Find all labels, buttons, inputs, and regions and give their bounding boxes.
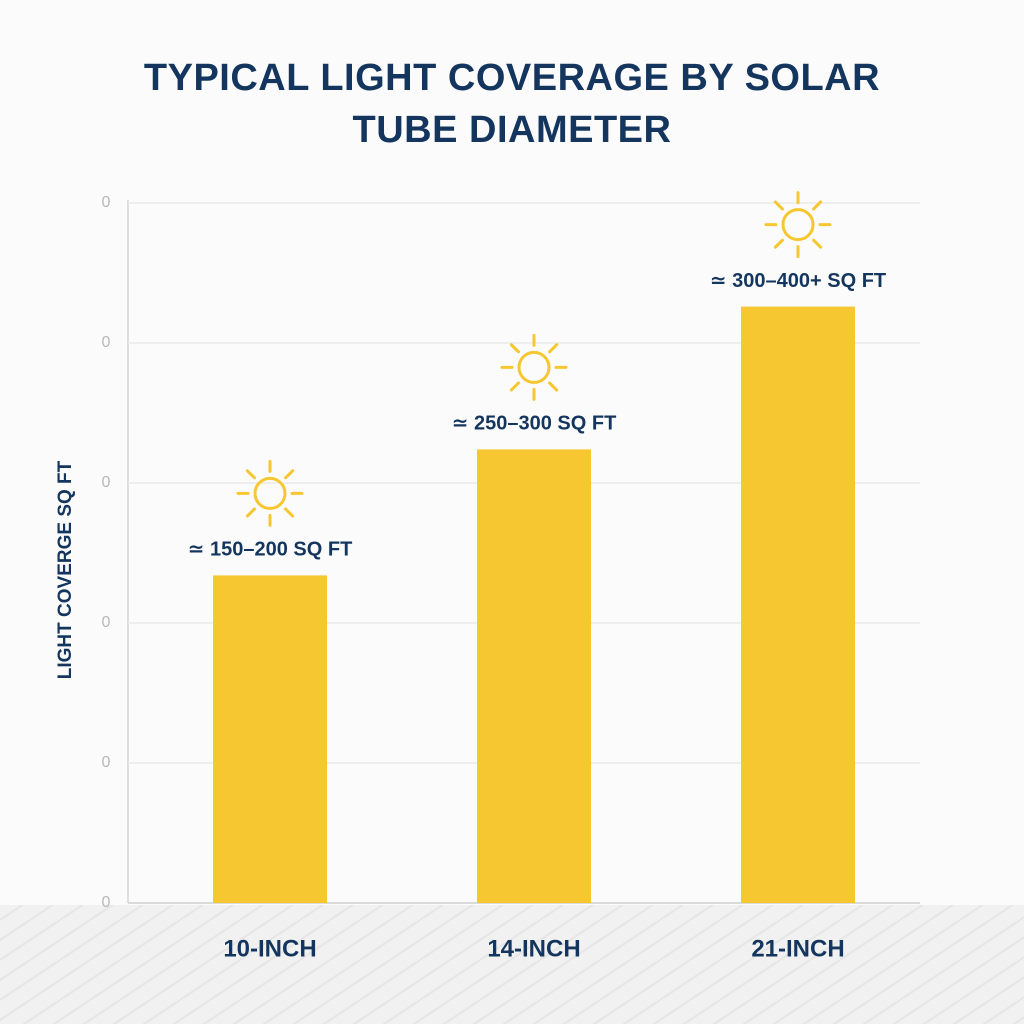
y-tick-label: 0 (102, 754, 111, 771)
bar (213, 575, 327, 903)
sun-ray (812, 200, 823, 211)
bar (741, 306, 855, 904)
chart-title: TYPICAL LIGHT COVERAGE BY SOLAR TUBE DIA… (143, 57, 881, 151)
sun-ray (812, 238, 823, 249)
sun-disc (781, 208, 815, 242)
bar (477, 449, 591, 903)
y-tick-label: 0 (102, 614, 111, 631)
sun-ray (548, 343, 559, 354)
sun-ray (509, 381, 520, 392)
sun-ray (773, 200, 784, 211)
floor-pattern (0, 905, 1024, 1024)
sun-ray (548, 381, 559, 392)
y-tick-label: 0 (102, 334, 111, 351)
bar-annotation: ≃ 300–400+ SQ FT (710, 270, 886, 292)
x-tick-label: 21-INCH (751, 935, 844, 962)
sun-icon (500, 333, 568, 401)
sun-ray (773, 238, 784, 249)
sun-ray (284, 469, 295, 480)
sun-ray (284, 507, 295, 518)
sun-icon (764, 191, 832, 259)
bar-annotation: ≃ 250–300 SQ FT (452, 413, 617, 435)
x-tick-label: 14-INCH (487, 935, 580, 962)
sun-disc (517, 350, 551, 384)
sun-ray (245, 507, 256, 518)
sun-icon (236, 459, 304, 527)
bar-annotation: ≃ 150–200 SQ FT (188, 539, 353, 561)
sun-ray (245, 469, 256, 480)
y-tick-label: 0 (102, 894, 111, 911)
x-tick-label: 10-INCH (223, 935, 316, 962)
y-tick-label: 0 (102, 194, 111, 211)
y-axis-label: LIGHT COVERGE SQ FT (55, 460, 76, 679)
sun-disc (253, 476, 287, 510)
sun-ray (509, 343, 520, 354)
y-tick-label: 0 (102, 474, 111, 491)
